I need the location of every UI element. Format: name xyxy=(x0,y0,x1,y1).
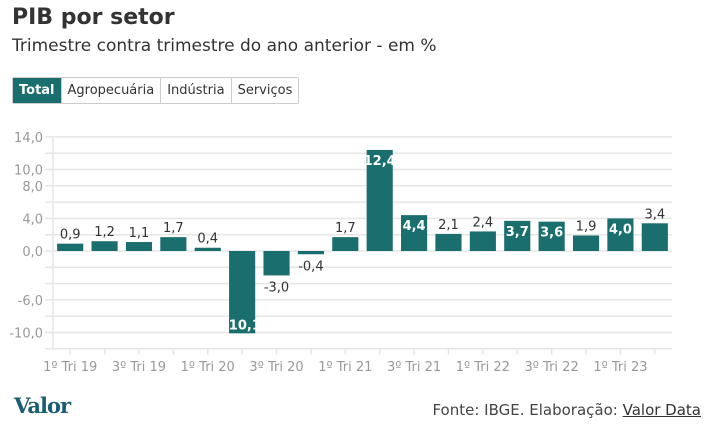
bar xyxy=(572,235,600,251)
x-tick-label: 1º Tri 20 xyxy=(181,360,235,375)
x-tick-label: 1º Tri 21 xyxy=(318,360,372,375)
bar xyxy=(332,237,359,251)
tab-industria[interactable]: Indústria xyxy=(161,78,232,103)
data-label: 3,4 xyxy=(644,207,665,222)
data-label: 0,4 xyxy=(197,232,218,247)
data-label: 1,1 xyxy=(129,226,150,241)
bar xyxy=(366,149,393,251)
bar xyxy=(641,223,668,251)
valor-logo: Valor xyxy=(14,393,71,418)
bar xyxy=(125,242,153,251)
y-tick-label: 0,0 xyxy=(22,245,43,260)
y-tick-label: -6,0 xyxy=(18,294,43,309)
x-tick-label: 3º Tri 19 xyxy=(112,360,166,375)
bar xyxy=(401,215,428,251)
sector-tabs: Total Agropecuária Indústria Serviços xyxy=(12,77,300,104)
tab-agropecuaria[interactable]: Agropecuária xyxy=(61,78,162,103)
chart-title: PIB por setor xyxy=(12,5,175,30)
bar xyxy=(504,220,531,251)
data-label: 1,2 xyxy=(94,225,115,240)
bar xyxy=(194,247,221,251)
data-label: 3,6 xyxy=(540,226,563,241)
x-tick-label: 3º Tri 21 xyxy=(387,360,441,375)
x-tick-label: 3º Tri 20 xyxy=(249,360,303,375)
bar xyxy=(263,251,290,276)
tab-total[interactable]: Total xyxy=(13,78,62,103)
source-note: Fonte: IBGE. Elaboração: Valor Data xyxy=(432,401,701,419)
x-tick-label: 3º Tri 22 xyxy=(525,360,579,375)
bar xyxy=(435,233,462,251)
chart-subtitle: Trimestre contra trimestre do ano anteri… xyxy=(12,36,437,56)
data-label: 3,7 xyxy=(506,225,529,240)
data-label: 2,1 xyxy=(438,218,459,233)
bar xyxy=(538,221,565,251)
bar xyxy=(160,237,187,251)
bar xyxy=(57,243,84,251)
data-label: 1,7 xyxy=(335,221,356,236)
data-label: 1,7 xyxy=(163,221,184,236)
bar xyxy=(297,251,324,255)
source-text: Fonte: IBGE. Elaboração: xyxy=(432,401,623,419)
bar xyxy=(91,241,118,251)
y-tick-label: 10,0 xyxy=(14,164,43,179)
tab-servicos[interactable]: Serviços xyxy=(231,78,299,103)
data-label: 1,9 xyxy=(576,220,597,235)
bar xyxy=(229,251,256,334)
data-label: 12,4 xyxy=(364,154,396,169)
bar-chart: 14,0 10,08,0 4,0 0,0 -6,0 -10,0 0,9 1,2 1,1 1,7 0,… xyxy=(9,131,672,375)
y-tick-label: 14,0 xyxy=(14,131,43,146)
data-label: 4,0 xyxy=(609,222,632,237)
bar xyxy=(469,231,496,251)
data-label: -10,1 xyxy=(223,318,260,333)
x-tick-label: 1º Tri 23 xyxy=(593,360,647,375)
data-label: 2,4 xyxy=(473,215,494,230)
y-tick-label: 8,0 xyxy=(22,180,43,195)
data-label: 0,9 xyxy=(60,228,81,243)
data-label: -3,0 xyxy=(264,280,289,295)
bar xyxy=(607,218,634,251)
y-tick-label: 4,0 xyxy=(22,212,43,227)
data-label: 4,4 xyxy=(403,219,426,234)
y-tick-label: -10,0 xyxy=(9,327,43,342)
x-tick-label: 1º Tri 22 xyxy=(456,360,510,375)
x-tick-label: 1º Tri 19 xyxy=(43,360,97,375)
data-label: -0,4 xyxy=(298,259,323,274)
valor-data-link[interactable]: Valor Data xyxy=(622,401,701,419)
